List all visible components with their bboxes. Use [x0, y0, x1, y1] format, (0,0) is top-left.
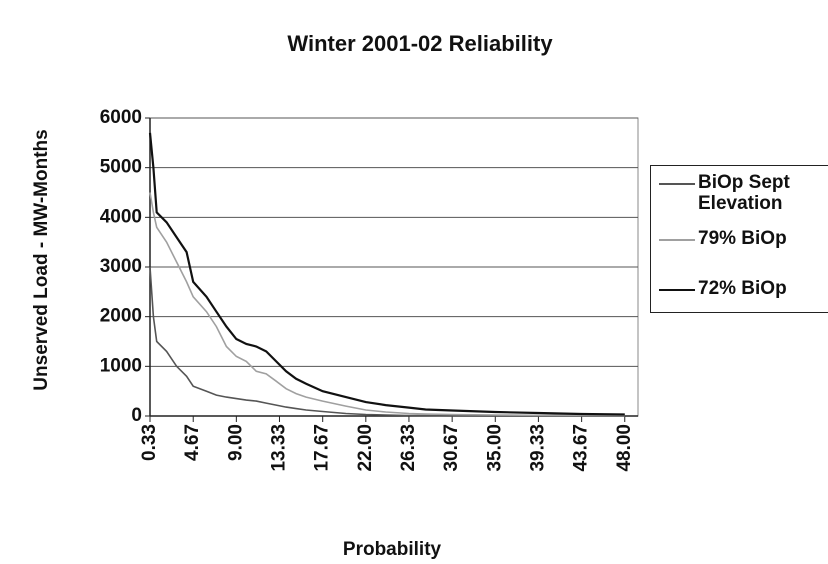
- series-line: [148, 132, 625, 416]
- x-tick-label: 4.67: [182, 424, 203, 461]
- legend: BiOp Sept Elevation 79% BiOp 72% BiOp: [650, 165, 828, 313]
- y-tick-label: 5000: [100, 157, 142, 178]
- x-tick-label: 48.00: [614, 424, 635, 472]
- x-axis-label: Probability: [343, 539, 442, 560]
- y-tick-label: 3000: [100, 256, 142, 277]
- x-tick-label: 9.00: [225, 424, 246, 461]
- x-tick-label: 17.67: [312, 424, 333, 472]
- legend-label: 79% BiOp: [698, 228, 787, 249]
- y-tick-label: 2000: [100, 306, 142, 327]
- x-tick-label: 43.67: [571, 424, 592, 472]
- x-tick-label: 39.33: [527, 424, 548, 472]
- x-tick-label: 30.67: [441, 424, 462, 472]
- legend-item: 79% BiOp: [659, 228, 808, 249]
- legend-label: 72% BiOp: [698, 278, 787, 299]
- legend-swatch: [659, 239, 695, 241]
- y-tick-label: 0: [131, 405, 142, 426]
- legend-item: BiOp Sept Elevation: [659, 172, 808, 214]
- legend-swatch: [659, 289, 695, 291]
- y-tick-label: 6000: [100, 107, 142, 128]
- chart-title: Winter 2001-02 Reliability: [287, 31, 553, 56]
- x-tick-label: 26.33: [398, 424, 419, 472]
- legend-swatch: [659, 183, 695, 185]
- x-tick-label: 0.33: [139, 424, 160, 461]
- series-line: [149, 192, 625, 417]
- series-line: [149, 266, 625, 417]
- legend-label: BiOp Sept Elevation: [698, 172, 790, 214]
- y-axis-label: Unserved Load - MW-Months: [31, 129, 52, 390]
- x-tick-label: 22.00: [355, 424, 376, 472]
- x-tick-label: 35.00: [484, 424, 505, 472]
- y-tick-label: 1000: [100, 355, 142, 376]
- y-tick-label: 4000: [100, 206, 142, 227]
- legend-item: 72% BiOp: [659, 278, 808, 299]
- x-tick-label: 13.33: [268, 424, 289, 472]
